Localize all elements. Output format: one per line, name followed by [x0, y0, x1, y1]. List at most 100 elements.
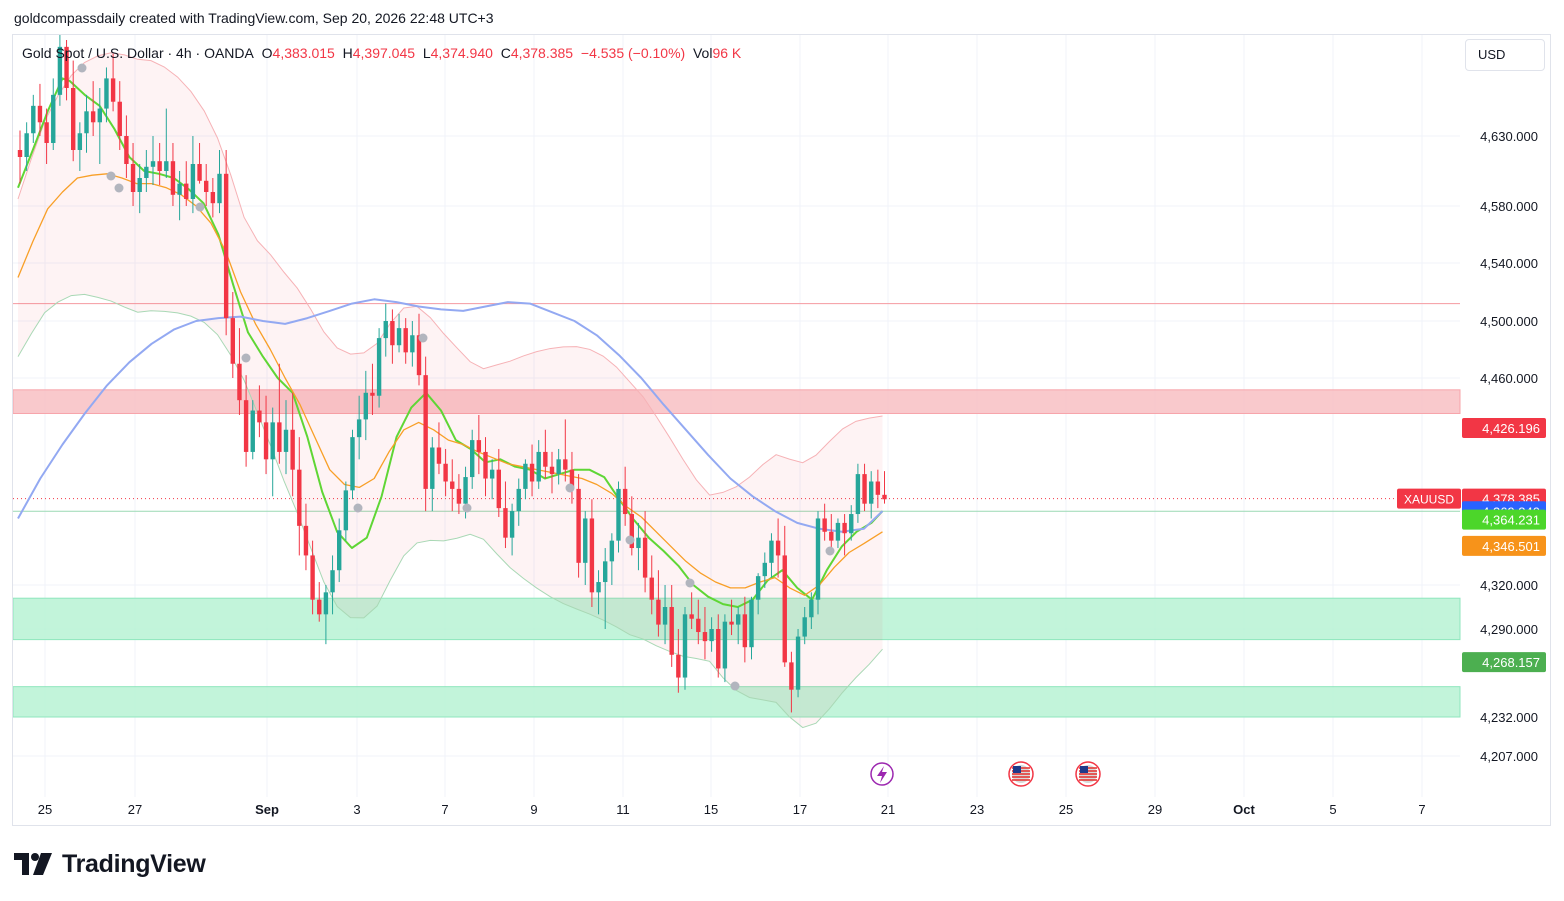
candle-body	[815, 518, 821, 600]
candle	[31, 94, 36, 143]
plot-area	[13, 35, 1461, 797]
candle-body	[243, 400, 249, 452]
volume-label: Vol	[692, 45, 713, 61]
symbol-title[interactable]: Gold Spot / U.S. Dollar · 4h · OANDA	[22, 45, 254, 61]
candle	[343, 481, 349, 541]
candle	[137, 164, 142, 214]
candle-body	[410, 335, 415, 353]
tradingview-logo[interactable]: TradingView	[14, 848, 206, 880]
y-axis-tick-label: 4,500.000	[1480, 314, 1538, 329]
high-label: H	[342, 45, 353, 61]
candle-body	[71, 88, 76, 150]
candle-body	[569, 469, 575, 489]
candle-body	[789, 662, 794, 690]
candle-body	[642, 537, 648, 578]
x-axis-tick-label: 3	[353, 802, 360, 817]
candle-body	[44, 122, 49, 143]
candle-body	[263, 422, 269, 460]
marker-dot	[625, 535, 635, 545]
candle-body	[862, 474, 867, 504]
candle-body	[802, 617, 807, 637]
currency-button[interactable]: USD	[1465, 39, 1545, 71]
candle	[656, 570, 661, 637]
candle	[370, 363, 375, 415]
candle	[589, 499, 595, 607]
candle-body	[742, 614, 748, 648]
candle	[815, 511, 821, 615]
us-flag-event-icon[interactable]	[1008, 761, 1034, 787]
high-value: 4,397.045	[352, 45, 416, 61]
candle	[470, 429, 475, 489]
candle	[755, 573, 761, 615]
marker-dot	[685, 578, 695, 588]
candle-body	[849, 514, 854, 534]
candle	[875, 469, 881, 509]
candle-body	[57, 46, 63, 95]
candle-body	[150, 161, 156, 167]
us-flag-event-icon[interactable]	[1075, 761, 1101, 787]
candle-body	[110, 78, 116, 102]
resistance-zone	[13, 389, 1461, 414]
candle	[416, 313, 422, 386]
candle-body	[436, 447, 442, 464]
candle-body	[702, 632, 708, 642]
envelope-lower	[17, 293, 883, 729]
candle-body	[463, 477, 468, 504]
marker-dot	[462, 503, 472, 513]
candle	[795, 629, 801, 698]
candle	[64, 40, 69, 101]
candle	[270, 407, 275, 497]
close-value: 4,378.385	[510, 45, 574, 61]
candle	[257, 385, 262, 438]
lightning-event-icon[interactable]	[870, 762, 894, 786]
candle-body	[376, 338, 382, 396]
candle-body	[470, 440, 475, 478]
candle	[782, 525, 787, 667]
y-axis-tick-label: 4,232.000	[1480, 710, 1538, 725]
y-axis-tick-label: 4,460.000	[1480, 371, 1538, 386]
candle-body	[297, 469, 302, 526]
candle	[603, 548, 608, 629]
candle-body	[104, 78, 109, 109]
candle	[709, 617, 714, 652]
candle	[809, 592, 814, 629]
price-label-text: 4,426.196	[1482, 421, 1540, 436]
candle	[17, 130, 23, 184]
candle-body	[17, 150, 23, 157]
candle	[503, 481, 508, 549]
candle	[410, 321, 415, 367]
candle	[77, 122, 83, 171]
candle-body	[343, 490, 349, 531]
price-label-bg	[1462, 652, 1546, 673]
candle-body	[716, 629, 721, 669]
candle	[430, 437, 435, 512]
candle-body	[423, 375, 428, 489]
change-value: −4.535 (−0.10%)	[580, 45, 686, 61]
y-axis-tick-label: 4,290.000	[1480, 622, 1538, 637]
candle-body	[676, 654, 681, 678]
candle	[157, 143, 162, 185]
candle	[144, 150, 149, 192]
candle-body	[230, 318, 235, 364]
candle-body	[396, 328, 402, 346]
open-value: 4,383.015	[272, 45, 335, 61]
x-axis-tick-label: 27	[128, 802, 142, 817]
candle	[676, 629, 681, 693]
candle-body	[37, 105, 43, 123]
candle-body	[603, 561, 608, 583]
candle-body	[370, 392, 375, 396]
candle	[736, 607, 741, 645]
candle	[476, 414, 482, 475]
candle-body	[875, 481, 881, 495]
candle	[702, 607, 708, 660]
candle	[822, 503, 827, 541]
candle	[549, 451, 555, 494]
candle-body	[64, 46, 69, 88]
candle	[356, 395, 362, 460]
candle	[769, 533, 774, 578]
flag-stripe	[1079, 773, 1097, 775]
candle-body	[157, 161, 162, 171]
candle	[543, 429, 548, 479]
candle-body	[583, 518, 588, 563]
